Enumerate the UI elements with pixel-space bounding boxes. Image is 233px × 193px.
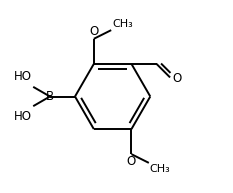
Text: HO: HO: [14, 70, 32, 83]
Text: HO: HO: [14, 110, 32, 123]
Text: CH₃: CH₃: [150, 164, 171, 174]
Text: B: B: [46, 90, 54, 103]
Text: O: O: [172, 72, 181, 85]
Text: O: O: [127, 155, 136, 168]
Text: CH₃: CH₃: [112, 19, 133, 29]
Text: O: O: [89, 25, 99, 38]
